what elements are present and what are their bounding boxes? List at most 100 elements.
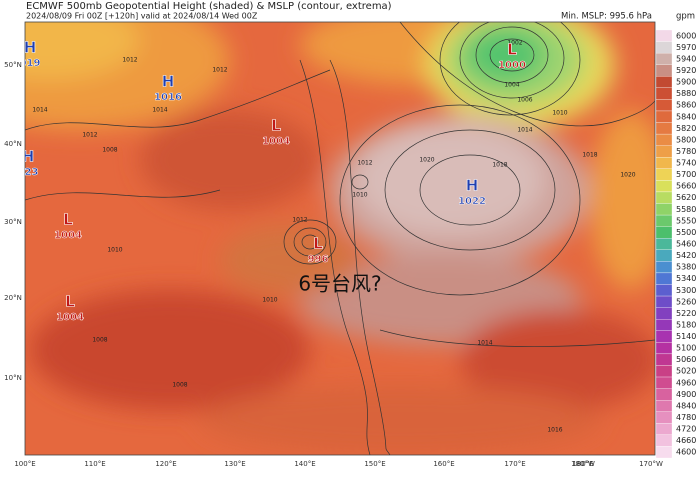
center-symbol: H	[162, 73, 175, 91]
contour-label: 1008	[172, 382, 187, 389]
contour-label: 1002	[507, 40, 522, 47]
center-symbol: H	[22, 148, 35, 166]
center-value: 1004	[54, 230, 82, 241]
lon-label: 140°E	[294, 460, 315, 468]
lon-label: 170°E	[504, 460, 525, 468]
center-value: 1016	[154, 92, 182, 103]
colorbar-cell	[655, 203, 673, 216]
colorbar-cell	[655, 133, 673, 146]
lon-label: 130°E	[224, 460, 245, 468]
colorbar-label: 5940	[676, 54, 696, 63]
colorbar-label: 4720	[676, 425, 696, 434]
lat-label: 40°N	[4, 140, 22, 148]
colorbar-cell	[655, 272, 673, 285]
center-symbol: L	[65, 293, 75, 311]
colorbar-label: 5380	[676, 263, 696, 272]
center-symbol: L	[507, 41, 517, 59]
contour-label: 1018	[492, 162, 507, 169]
colorbar-label: 4900	[676, 390, 696, 399]
contour-label: 1014	[517, 127, 532, 134]
colorbar-cell	[655, 388, 673, 401]
contour-label: 1010	[552, 110, 567, 117]
colorbar-label: 5740	[676, 159, 696, 168]
unit: gpm	[676, 12, 695, 22]
lon-label: 180°E	[572, 460, 593, 468]
map-frame	[24, 21, 656, 456]
colorbar-cell	[655, 284, 673, 297]
colorbar-label: 5970	[676, 43, 696, 52]
contour-label: 1010	[262, 297, 277, 304]
pressure-centers: H019H1016L1004H023L1004L1004L996L1000H10…	[22, 38, 526, 323]
center-symbol: L	[63, 211, 73, 229]
colorbar-label: 5660	[676, 182, 696, 191]
colorbar-cell	[655, 157, 673, 169]
colorbar-label: 5180	[676, 320, 696, 329]
lon-label: 150°E	[364, 460, 385, 468]
colorbar-cell	[655, 180, 673, 193]
contour-label: 1012	[122, 57, 137, 64]
colorbar-label: 5700	[676, 170, 696, 179]
contour-label: 1018	[582, 152, 597, 159]
colorbar-label: 4780	[676, 413, 696, 422]
colorbar-label: 5140	[676, 332, 696, 341]
center-symbol: H	[24, 39, 37, 57]
colorbar-cell	[655, 145, 673, 158]
colorbar-cell	[655, 446, 673, 459]
contour-label: 1020	[419, 157, 434, 164]
contour-label: 1014	[477, 340, 492, 347]
colorbar-label: 5420	[676, 251, 696, 260]
title: ECMWF 500mb Geopotential Height (shaded)…	[26, 1, 392, 12]
colorbar-cell	[655, 122, 673, 135]
contour-label: 1014	[152, 107, 167, 114]
colorbar-cell	[655, 342, 673, 355]
colorbar-cell	[655, 226, 673, 239]
lon-label: 180°W	[571, 460, 595, 468]
colorbar-label: 5100	[676, 344, 696, 353]
colorbar-label: 5880	[676, 89, 696, 98]
center-symbol: H	[466, 177, 479, 195]
colorbar-cell	[655, 400, 673, 412]
colorbar-cell	[655, 261, 673, 274]
height-field	[25, 22, 655, 455]
contour-label: 1004	[504, 82, 519, 89]
colorbar-label: 5550	[676, 216, 696, 225]
colorbar-cell	[655, 411, 673, 424]
contour-labels: 1014 1012 1008 1012 1014 1012 1010 1008 1002 1004…	[32, 40, 635, 434]
colorbar-cell	[655, 87, 673, 100]
colorbar-cell	[655, 376, 673, 389]
contour-label: 1016	[547, 427, 562, 434]
annotation: 6号台风?	[298, 272, 381, 296]
center-symbol: L	[313, 235, 323, 253]
lat-label: 10°N	[4, 374, 22, 382]
colorbar-cell	[655, 423, 673, 436]
colorbar-label: 5220	[676, 309, 696, 318]
center-value: 1022	[458, 196, 486, 207]
colorbar-label: 5780	[676, 147, 696, 156]
colorbar-cell	[655, 168, 673, 181]
center-value: 1000	[498, 60, 526, 71]
map-area	[25, 22, 655, 455]
contour-label: 1010	[107, 247, 122, 254]
colorbar-label: 6000	[676, 31, 696, 40]
contour-label: 1008	[102, 147, 117, 154]
contour-label: 1012	[82, 132, 97, 139]
lon-label: 120°E	[155, 460, 176, 468]
colorbar-cell	[655, 64, 673, 77]
colorbar-cell	[655, 110, 673, 123]
lat-label: 50°N	[4, 61, 22, 69]
colorbar-label: 5860	[676, 101, 696, 110]
lon-label: 160°E	[433, 460, 454, 468]
colorbar-label: 5500	[676, 228, 696, 237]
colorbar-label: 5580	[676, 205, 696, 214]
colorbar-cell	[655, 434, 673, 447]
contour-label: 1010	[352, 192, 367, 199]
colorbar-label: 5260	[676, 297, 696, 306]
colorbar-label: 4840	[676, 401, 696, 410]
lat-label: 30°N	[4, 218, 22, 226]
lon-label: 110°E	[84, 460, 105, 468]
colorbar-cell	[655, 238, 673, 250]
colorbar-cell	[655, 29, 673, 42]
colorbar-cell	[655, 365, 673, 378]
colorbar-label: 5460	[676, 240, 696, 249]
